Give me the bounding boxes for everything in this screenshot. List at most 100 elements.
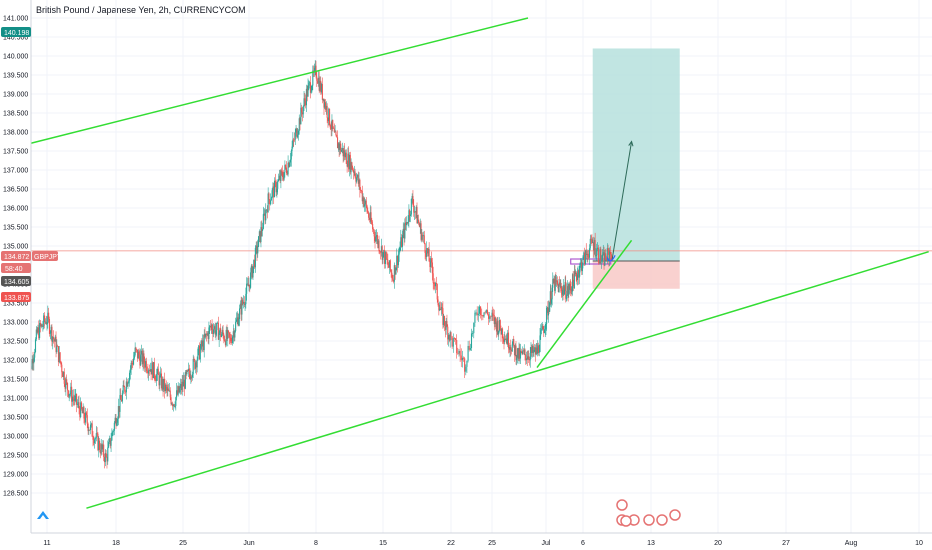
candle-body: [370, 212, 372, 222]
projection-arrow: [611, 141, 633, 260]
candle-body: [60, 361, 62, 365]
current-price-tag: 140.198: [1, 27, 31, 37]
candle-body: [327, 117, 329, 122]
candle-body: [180, 384, 182, 389]
candle-body: [86, 415, 88, 424]
candle-body: [380, 246, 382, 253]
candle-body: [418, 223, 420, 227]
candle-body: [57, 345, 59, 347]
candle-body: [397, 254, 399, 266]
stop-price-tag: 133.875: [1, 292, 31, 302]
candle-body: [114, 417, 116, 423]
candle-body: [553, 279, 555, 284]
candle-body: [104, 453, 106, 463]
channel-upper-line: [7, 17, 529, 150]
candle-body: [195, 362, 197, 369]
candle-body: [486, 309, 488, 315]
candle-body: [277, 181, 279, 189]
candle-body: [563, 286, 565, 295]
candle-body: [518, 347, 520, 359]
candle-body: [400, 237, 402, 248]
candle-body: [298, 118, 300, 131]
candle-body: [124, 386, 126, 392]
candle-body: [388, 265, 390, 268]
candle-body: [244, 304, 246, 305]
candle-body: [332, 127, 335, 129]
candle-body: [490, 316, 492, 318]
candle-body: [251, 265, 253, 278]
candle-body: [395, 267, 397, 275]
candle-body: [134, 347, 136, 356]
candle-body: [126, 381, 128, 387]
candle-body: [336, 137, 339, 149]
candle-body: [289, 159, 292, 163]
candle-body: [552, 278, 554, 288]
candle-body: [225, 329, 227, 346]
candle-body: [509, 346, 511, 350]
candle-body: [125, 391, 127, 393]
y-tick-label: 133.500: [3, 301, 28, 308]
candle-body: [203, 334, 205, 351]
candle-body: [504, 338, 507, 341]
candle-body: [549, 291, 551, 303]
candle-body: [209, 326, 211, 328]
candle-body: [282, 177, 284, 180]
candle-body: [405, 222, 407, 226]
candle-body: [167, 388, 169, 391]
candle-body: [152, 362, 154, 379]
candle-body: [460, 355, 462, 361]
candle-body: [62, 371, 64, 377]
candle-body: [132, 358, 135, 365]
candle-body: [445, 321, 447, 330]
candle-body: [516, 357, 518, 361]
candle-body: [48, 312, 50, 320]
candle-body: [378, 240, 380, 252]
candle-body: [401, 234, 403, 247]
candle-body: [241, 299, 243, 315]
candle-body: [434, 283, 436, 287]
candle-body: [154, 376, 156, 380]
candle-body: [58, 352, 60, 363]
candle-body: [422, 234, 424, 236]
candle-body: [475, 312, 477, 314]
candle-body: [474, 312, 476, 323]
candle-body: [235, 319, 237, 322]
x-tick-label: 13: [647, 540, 655, 547]
candle-body: [546, 307, 548, 309]
candle-body: [451, 336, 453, 347]
candle-body: [306, 88, 308, 97]
candle-body: [105, 453, 107, 457]
candle-body: [144, 362, 146, 368]
candle-body: [31, 358, 33, 369]
candle-body: [188, 368, 190, 374]
stop-price-label: 133.875: [4, 295, 29, 302]
candle-body: [594, 240, 596, 256]
candle-body: [246, 283, 248, 285]
candle-body: [93, 439, 95, 444]
candle-body: [303, 98, 305, 107]
candle-body: [284, 164, 286, 173]
candle-body: [492, 314, 495, 316]
candle-body: [405, 222, 408, 226]
candle-body: [75, 393, 77, 396]
candle-body: [285, 167, 288, 174]
candle-body: [108, 442, 110, 448]
candle-body: [534, 347, 537, 355]
candle-body: [554, 279, 556, 291]
candle-body: [152, 362, 155, 379]
candle-body: [517, 348, 519, 359]
candle-body: [567, 286, 569, 295]
candle-body: [195, 362, 197, 368]
candle-body: [56, 345, 58, 352]
x-tick-label: 15: [379, 540, 387, 547]
candle-body: [358, 179, 360, 184]
candle-body: [416, 207, 418, 224]
candle-body: [470, 333, 473, 349]
candle-body: [560, 285, 562, 292]
x-tick-label: 18: [112, 540, 120, 547]
events-markers[interactable]: [616, 499, 681, 527]
candle-body: [573, 271, 575, 289]
candle-body: [283, 172, 285, 180]
candle-body: [389, 260, 391, 271]
